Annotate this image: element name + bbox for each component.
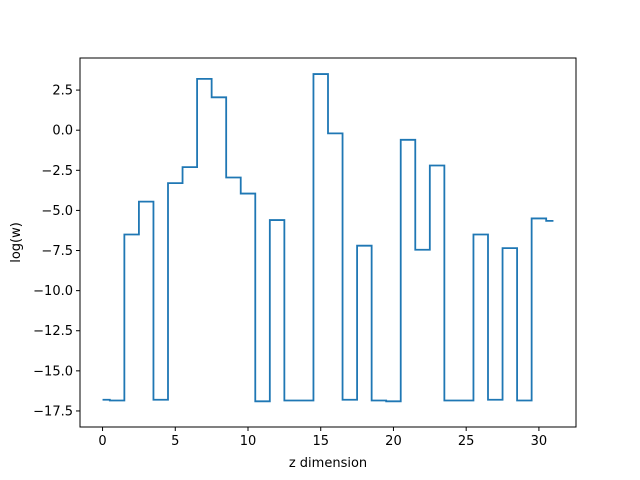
x-tick-label: 15 [312,434,329,449]
plot-area [102,73,554,403]
y-tick-label: −12.5 [33,324,73,339]
series-line-0 [102,73,554,403]
x-tick-label: 0 [98,434,106,449]
y-tick-label: −15.0 [33,364,73,379]
y-tick-label: 0.0 [52,124,73,139]
x-tick-label: 30 [531,434,548,449]
y-tick-label: −17.5 [33,404,73,419]
y-tick-label: −7.5 [41,244,73,259]
x-tick-label: 20 [385,434,402,449]
x-axis-label: z dimension [289,456,367,471]
x-tick-label: 10 [240,434,257,449]
x-tick-label: 25 [458,434,475,449]
axes-frame [79,57,577,428]
y-tick-label: −5.0 [41,204,73,219]
axes: 0 5 10 15 20 25 30 2.5 0.0 −2.5 −5.0 −7.5 −10.0 −12.5… [33,57,577,449]
x-tick-label: 5 [171,434,179,449]
y-axis-label: log(w) [9,222,24,263]
y-tick-label: −2.5 [41,164,73,179]
y-tick-label: 2.5 [52,84,73,99]
y-tick-label: −10.0 [33,284,73,299]
